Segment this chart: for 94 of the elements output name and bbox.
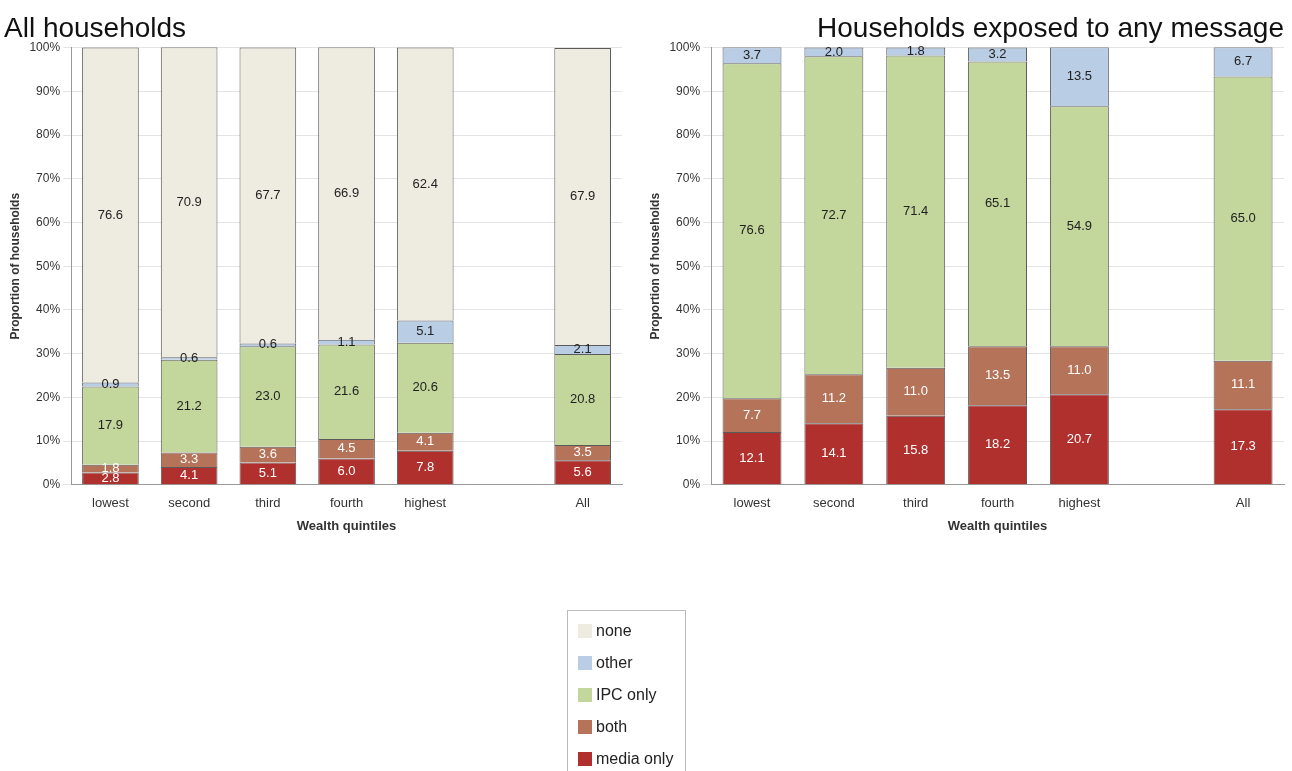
data-label: 21.2: [176, 397, 202, 413]
x-tick-label: lowest: [733, 495, 771, 511]
x-axis-title: Wealth quintiles: [947, 517, 1048, 533]
y-tick-label: 20%: [36, 389, 61, 404]
y-tick-label: 30%: [676, 345, 701, 360]
data-label: 11.1: [1230, 376, 1256, 392]
data-label: 1.1: [337, 333, 356, 349]
data-label: 15.8: [903, 441, 929, 457]
data-label: 17.9: [97, 417, 124, 433]
data-label: 76.6: [97, 206, 124, 222]
data-label: 72.7: [821, 206, 847, 222]
data-label: 5.1: [258, 464, 277, 480]
data-label: 5.1: [416, 323, 435, 339]
y-tick-label: 70%: [676, 171, 701, 186]
y-tick-label: 90%: [36, 83, 61, 98]
y-tick-label: 80%: [36, 127, 61, 142]
x-tick-label: All: [1235, 495, 1251, 511]
legend-label: IPC only: [596, 686, 657, 704]
data-label: 3.7: [742, 46, 762, 62]
data-label: 17.3: [1230, 438, 1256, 454]
x-tick-label: highest: [1058, 495, 1101, 511]
legend-label: other: [596, 654, 633, 672]
data-label: 0.6: [180, 350, 199, 366]
data-label: 6.0: [337, 463, 356, 479]
legend-label: none: [596, 622, 632, 640]
data-label: 14.1: [821, 445, 847, 461]
x-tick-label: second: [168, 495, 211, 511]
data-label: 11.0: [903, 383, 928, 399]
data-label: 11.2: [821, 390, 847, 406]
x-tick-label: second: [812, 495, 855, 511]
data-label: 0.6: [258, 336, 277, 352]
data-label: 4.1: [180, 467, 199, 483]
x-tick-label: fourth: [329, 495, 364, 511]
data-label: 4.5: [337, 440, 356, 456]
x-tick-label: lowest: [92, 495, 130, 511]
y-tick-label: 50%: [36, 258, 61, 273]
data-label: 66.9: [333, 184, 360, 200]
data-label: 65.0: [1230, 210, 1256, 226]
data-label: 54.9: [1066, 217, 1093, 233]
data-label: 21.6: [333, 383, 360, 399]
data-label: 3.2: [988, 46, 1007, 62]
data-label: 6.7: [1234, 53, 1253, 69]
y-tick-label: 30%: [36, 345, 61, 360]
data-label: 67.7: [255, 187, 281, 203]
y-tick-label: 90%: [676, 83, 701, 98]
data-label: 20.8: [569, 391, 596, 407]
data-label: 23.0: [255, 388, 281, 404]
y-tick-label: 70%: [36, 171, 61, 186]
data-label: 7.7: [742, 406, 762, 422]
data-label: 18.2: [984, 436, 1011, 452]
y-axis-title: Proportion of households: [7, 192, 22, 340]
y-tick-label: 80%: [676, 127, 701, 142]
data-label: 13.5: [984, 367, 1011, 383]
data-label: 71.4: [903, 203, 929, 219]
y-tick-label: 20%: [676, 389, 701, 404]
data-label: 13.5: [1066, 68, 1093, 84]
data-label: 12.1: [739, 449, 765, 465]
data-label: 0.9: [101, 376, 120, 392]
x-axis-title: Wealth quintiles: [296, 517, 397, 533]
data-label: 3.3: [180, 451, 199, 467]
x-tick-label: All: [575, 495, 590, 511]
data-label: 65.1: [984, 195, 1011, 211]
y-tick-label: 10%: [36, 433, 61, 448]
data-label: 4.1: [416, 433, 435, 449]
x-tick-label: highest: [404, 495, 447, 511]
y-tick-label: 100%: [669, 39, 701, 54]
data-label: 1.8: [906, 43, 925, 59]
data-label: 3.6: [258, 446, 277, 462]
data-label: 3.5: [573, 444, 592, 460]
x-tick-label: third: [903, 495, 929, 511]
data-label: 70.9: [176, 193, 202, 209]
data-label: 20.7: [1066, 430, 1093, 446]
data-label: 5.6: [573, 463, 592, 479]
data-label: 67.9: [569, 188, 596, 204]
data-label: 20.6: [412, 379, 438, 395]
data-label: 62.4: [412, 175, 438, 191]
y-tick-label: 60%: [36, 214, 61, 229]
data-label: 2.0: [824, 43, 843, 59]
y-tick-label: 50%: [676, 258, 701, 273]
data-label: 7.8: [416, 459, 435, 475]
y-tick-label: 40%: [36, 302, 61, 317]
y-axis-title: Proportion of households: [647, 192, 662, 340]
legend-label: media only: [596, 750, 674, 768]
y-tick-label: 0%: [682, 477, 701, 492]
legend-label: both: [596, 718, 628, 736]
chart-title: Households exposed to any message: [817, 11, 1284, 43]
x-tick-label: fourth: [980, 495, 1015, 511]
x-tick-label: third: [255, 495, 281, 511]
y-tick-label: 60%: [676, 214, 701, 229]
y-tick-label: 0%: [42, 477, 61, 492]
data-label: 76.6: [739, 222, 765, 238]
y-tick-label: 10%: [676, 433, 701, 448]
data-label: 11.0: [1067, 361, 1092, 377]
y-tick-label: 40%: [676, 302, 701, 317]
